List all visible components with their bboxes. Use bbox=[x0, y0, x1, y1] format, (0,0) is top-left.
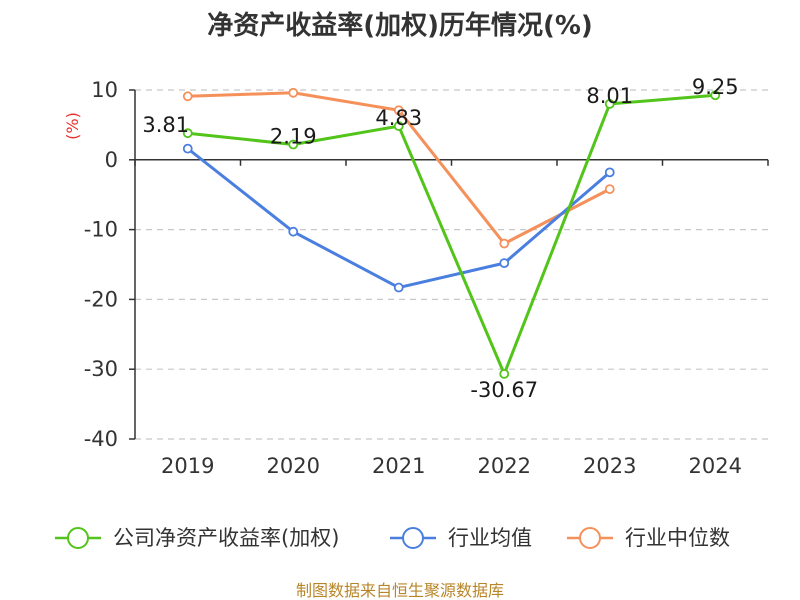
y-tick-label: -10 bbox=[84, 218, 118, 242]
x-tick-label: 2021 bbox=[372, 454, 425, 478]
axes: 10 0 -10 -20 -30 -40 2019 2020 2021 2022 2023 2024 bbox=[84, 78, 769, 478]
x-tick-label: 2022 bbox=[478, 454, 531, 478]
legend-marker-icon bbox=[67, 527, 89, 549]
y-tick-label: 0 bbox=[105, 148, 118, 172]
data-point[interactable] bbox=[288, 139, 299, 150]
gridlines bbox=[135, 89, 768, 440]
legend-marker-icon bbox=[579, 527, 601, 549]
data-label: 8.01 bbox=[586, 84, 633, 108]
data-label: -30.67 bbox=[470, 378, 538, 402]
data-point[interactable] bbox=[182, 128, 193, 139]
data-label: 3.81 bbox=[142, 113, 189, 137]
legend-item-0[interactable]: 公司净资产收益率(加权) bbox=[55, 526, 339, 550]
data-point[interactable] bbox=[499, 368, 510, 379]
x-tick-label: 2024 bbox=[689, 454, 742, 478]
data-point[interactable] bbox=[499, 258, 510, 269]
data-labels: 3.81 2.19 4.83 -30.67 8.01 9.25 bbox=[142, 75, 738, 402]
data-point[interactable] bbox=[393, 121, 404, 131]
x-tick-label: 2023 bbox=[583, 454, 636, 478]
data-point[interactable] bbox=[393, 282, 404, 293]
data-point[interactable] bbox=[499, 238, 510, 249]
data-point[interactable] bbox=[710, 90, 721, 101]
legend-label: 行业中位数 bbox=[625, 526, 730, 550]
data-point[interactable] bbox=[182, 143, 193, 154]
chart-title: 净资产收益率(加权)历年情况(%) bbox=[207, 10, 593, 41]
series-line bbox=[187, 93, 716, 376]
data-point[interactable] bbox=[604, 98, 615, 109]
legend[interactable]: 公司净资产收益率(加权) 行业均值 行业中位数 bbox=[55, 526, 730, 550]
data-label: 9.25 bbox=[692, 75, 739, 99]
data-point[interactable] bbox=[604, 184, 615, 195]
data-point[interactable] bbox=[393, 105, 404, 116]
y-tick-label: -30 bbox=[84, 357, 118, 381]
legend-item-2[interactable]: 行业中位数 bbox=[567, 526, 730, 550]
data-point[interactable] bbox=[604, 167, 615, 178]
data-source-note: 制图数据来自恒生聚源数据库 bbox=[296, 581, 504, 600]
y-axis-unit-label: (%) bbox=[63, 112, 82, 140]
y-tick-label: -40 bbox=[84, 427, 118, 451]
y-tick-label: -20 bbox=[84, 287, 118, 311]
series-group bbox=[182, 87, 721, 379]
data-point[interactable] bbox=[288, 226, 299, 237]
legend-label: 行业均值 bbox=[448, 526, 532, 550]
data-label: 4.83 bbox=[375, 106, 422, 130]
legend-marker-icon bbox=[402, 527, 424, 549]
series-0 bbox=[182, 90, 721, 379]
data-point[interactable] bbox=[288, 87, 299, 98]
series-1 bbox=[182, 143, 615, 293]
y-tick-label: 10 bbox=[91, 78, 118, 102]
data-label: 2.19 bbox=[270, 125, 317, 149]
legend-item-1[interactable]: 行业均值 bbox=[390, 526, 532, 550]
x-tick-label: 2020 bbox=[267, 454, 320, 478]
x-tick-label: 2019 bbox=[161, 454, 214, 478]
legend-label: 公司净资产收益率(加权) bbox=[113, 526, 339, 550]
series-2 bbox=[182, 87, 615, 249]
data-point[interactable] bbox=[182, 91, 193, 102]
